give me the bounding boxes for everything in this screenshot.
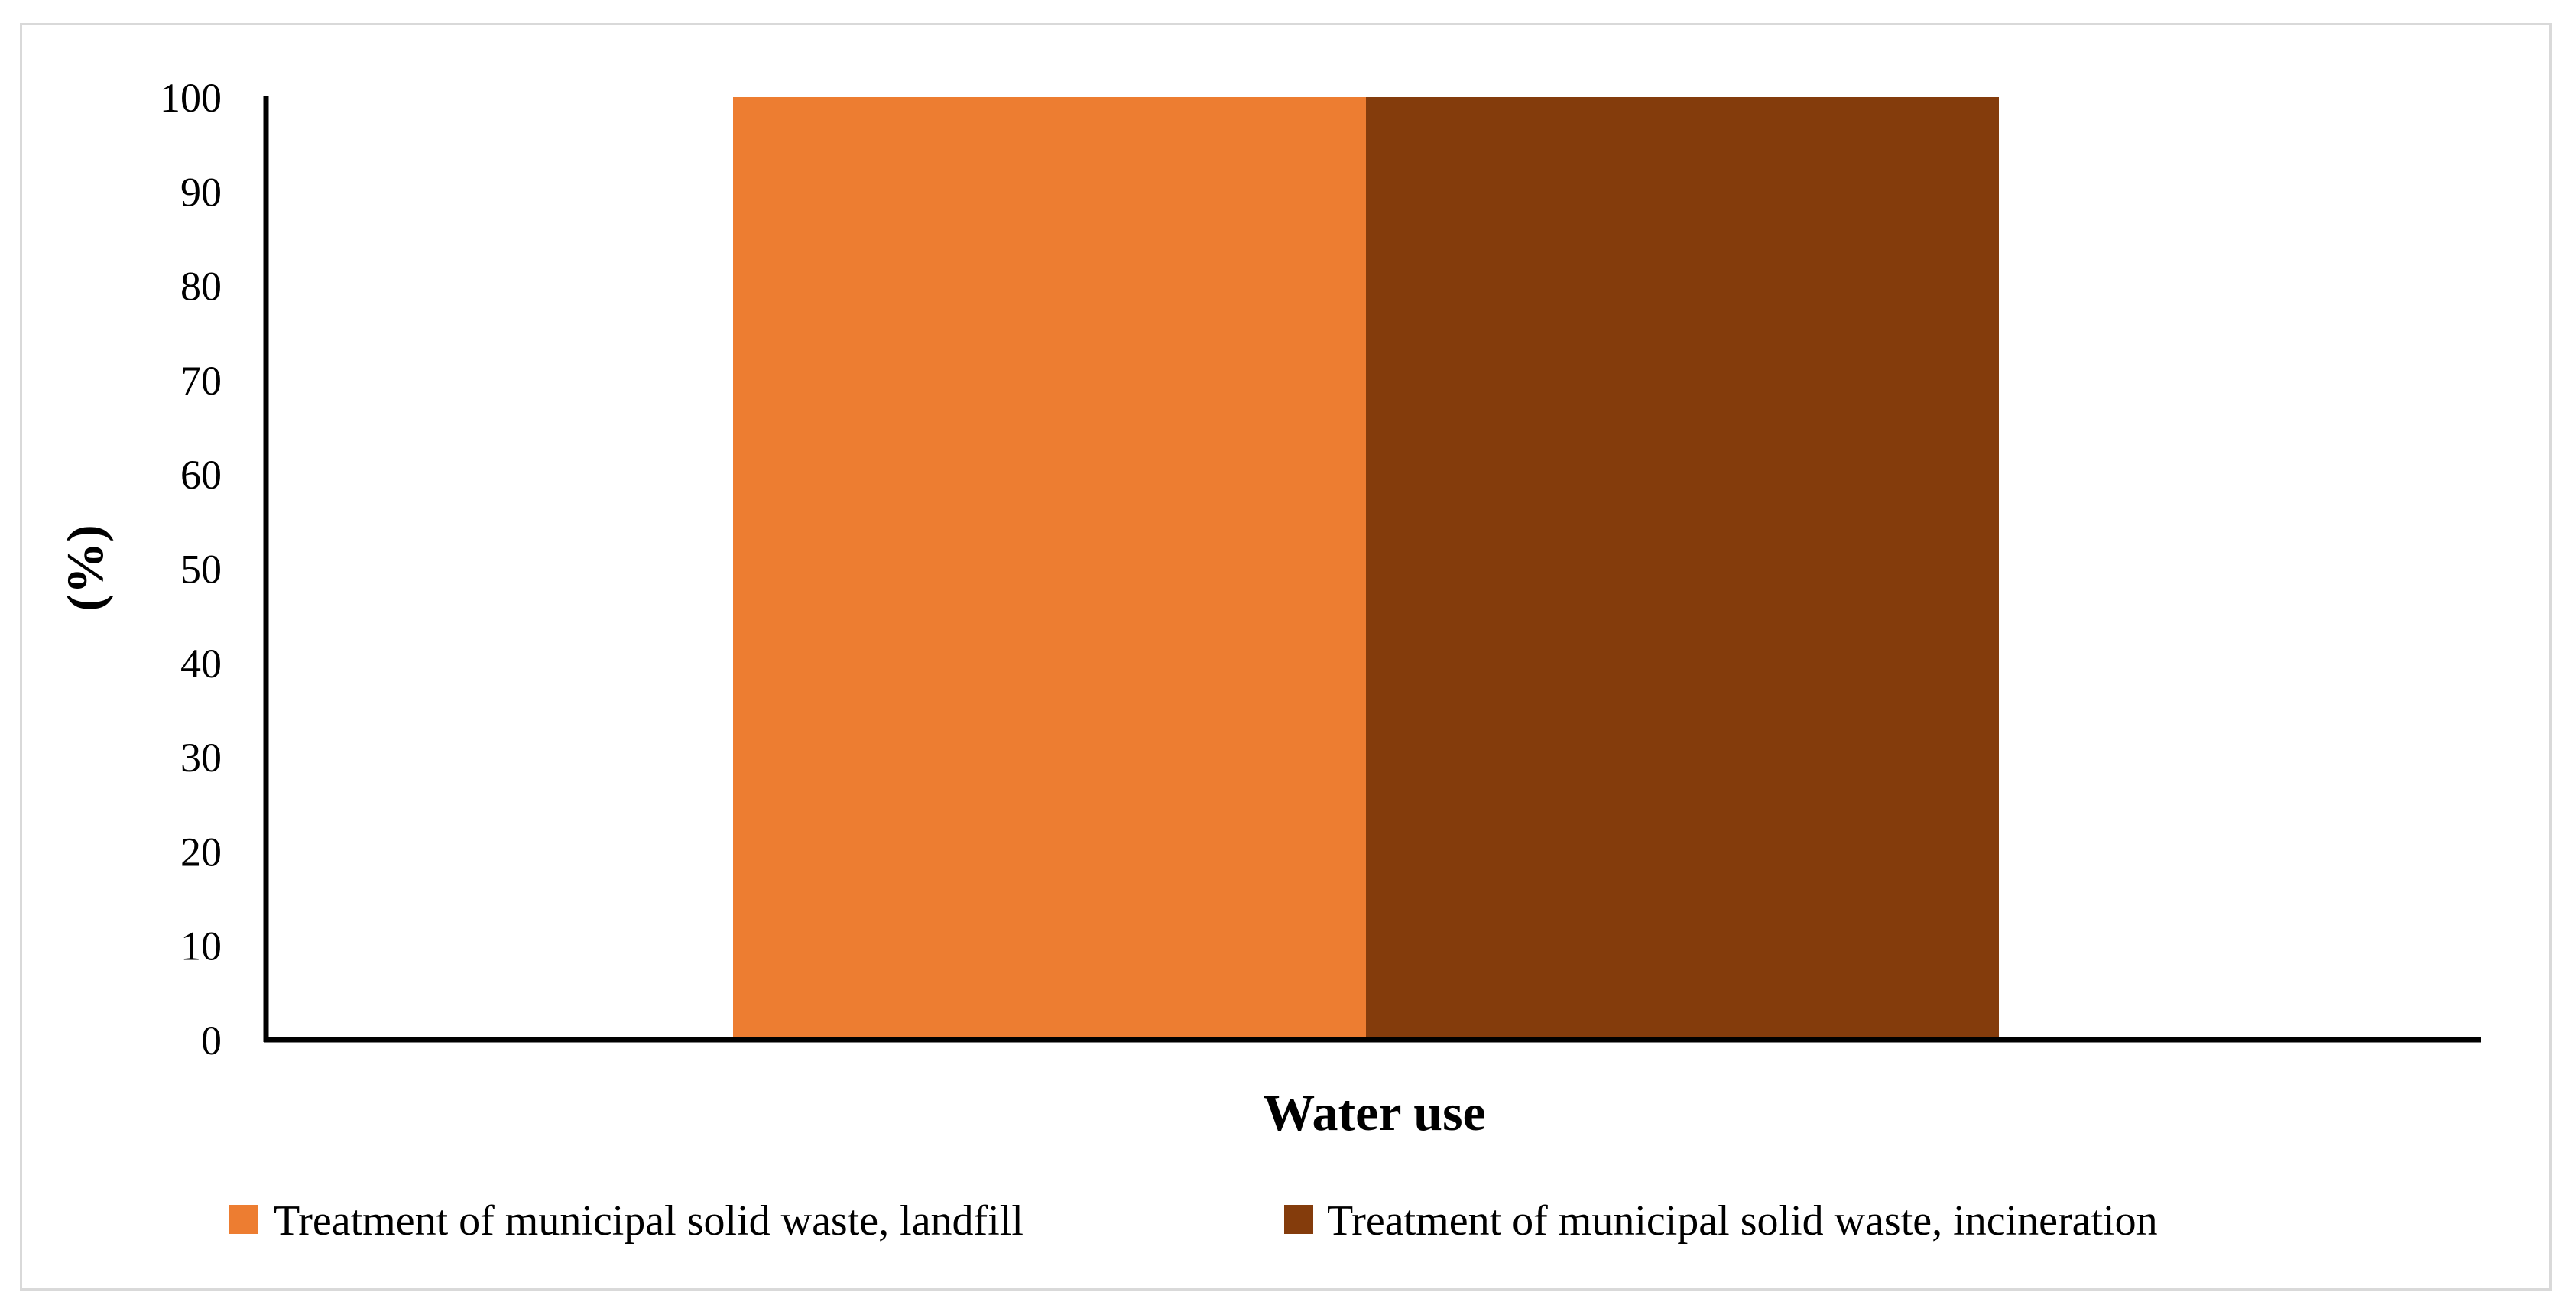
y-tick-label: 90 bbox=[180, 169, 222, 215]
y-tick-label: 40 bbox=[180, 641, 222, 687]
y-tick-label: 70 bbox=[180, 358, 222, 404]
y-tick-label: 30 bbox=[180, 735, 222, 781]
y-tick-labels: 0 10 20 30 40 50 60 70 80 90 100 bbox=[160, 75, 222, 1063]
legend-swatch bbox=[229, 1205, 258, 1234]
y-tick-label: 10 bbox=[180, 924, 222, 969]
y-tick-label: 80 bbox=[180, 264, 222, 310]
legend-label: Treatment of municipal solid waste, land… bbox=[274, 1197, 1024, 1245]
bar-incineration bbox=[1366, 97, 1999, 1040]
y-tick-label: 50 bbox=[180, 547, 222, 593]
bar-landfill bbox=[733, 97, 1366, 1040]
legend-label: Treatment of municipal solid waste, inci… bbox=[1327, 1197, 2158, 1245]
y-tick-label: 100 bbox=[160, 75, 222, 121]
x-axis-title: Water use bbox=[1263, 1083, 1486, 1141]
legend: Treatment of municipal solid waste, land… bbox=[229, 1197, 2158, 1245]
y-axis-title: (%) bbox=[56, 524, 114, 611]
y-tick-label: 60 bbox=[180, 452, 222, 498]
bars-group bbox=[733, 97, 1999, 1040]
y-tick-label: 0 bbox=[201, 1018, 222, 1063]
legend-swatch bbox=[1284, 1205, 1313, 1234]
y-tick-label: 20 bbox=[180, 829, 222, 875]
